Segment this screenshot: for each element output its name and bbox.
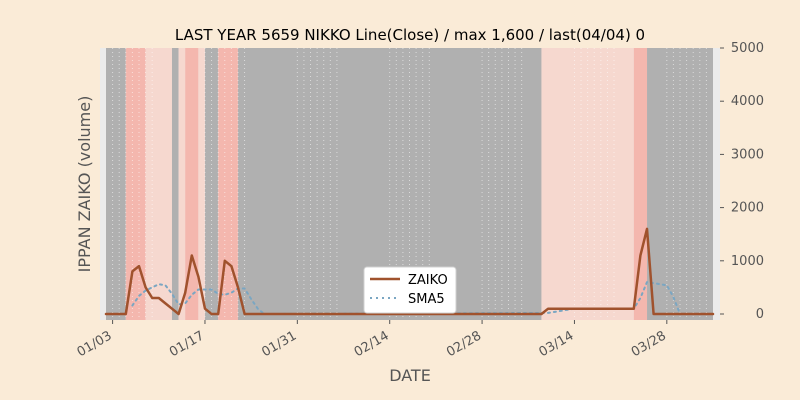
highlight-band xyxy=(633,48,648,320)
y-tick-label: 3000 xyxy=(731,147,764,162)
y-axis: 0 1000 2000 3000 4000 5000 xyxy=(720,41,764,322)
y-tick-label: 1000 xyxy=(731,254,764,269)
highlight-band xyxy=(125,48,146,320)
series-lines xyxy=(104,227,715,316)
y-tick-label: 2000 xyxy=(731,201,764,216)
y-tick-label: 0 xyxy=(756,307,764,322)
chart-title: LAST YEAR 5659 NIKKO Line(Close) / max 1… xyxy=(175,26,645,44)
legend: ZAIKO SMA5 xyxy=(363,266,457,314)
highlight-band xyxy=(171,48,179,320)
y-tick-label: 5000 xyxy=(731,41,764,56)
highlight-band xyxy=(145,48,172,320)
highlight-band xyxy=(185,48,199,320)
x-axis-label: DATE xyxy=(389,366,431,385)
legend-label-zaiko: ZAIKO xyxy=(408,273,448,288)
series-line-zaiko xyxy=(104,227,715,316)
highlight-band xyxy=(218,48,238,320)
y-axis-label: IPPAN ZAIKO (volume) xyxy=(75,96,94,273)
highlight-band xyxy=(198,48,205,320)
highlight-band xyxy=(178,48,186,320)
highlight-band xyxy=(106,48,126,320)
y-tick-label: 4000 xyxy=(731,94,764,109)
legend-label-sma5: SMA5 xyxy=(408,292,445,307)
series-line-sma5 xyxy=(131,281,714,315)
grid xyxy=(112,48,707,320)
